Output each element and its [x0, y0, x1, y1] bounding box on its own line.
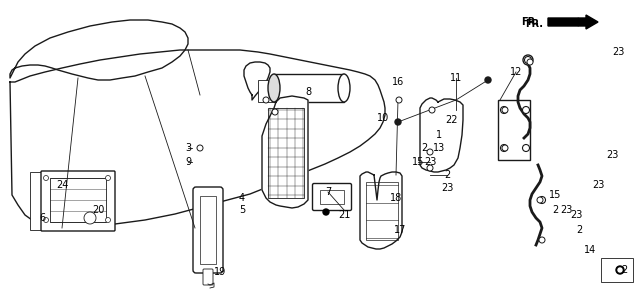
Text: 8: 8	[305, 87, 311, 97]
Text: 15: 15	[412, 157, 424, 167]
Text: 13: 13	[433, 143, 445, 153]
Text: 3: 3	[185, 143, 191, 153]
Circle shape	[395, 119, 401, 125]
Text: 15: 15	[549, 190, 561, 200]
Text: 16: 16	[392, 77, 404, 87]
Bar	[498, 100, 530, 160]
Ellipse shape	[338, 74, 350, 102]
Text: 23: 23	[612, 47, 624, 57]
Circle shape	[44, 218, 49, 223]
Text: 21: 21	[338, 210, 350, 220]
Circle shape	[618, 268, 622, 272]
Text: 14: 14	[584, 245, 596, 255]
Text: 1: 1	[436, 130, 442, 140]
FancyBboxPatch shape	[203, 269, 213, 285]
Text: 2: 2	[444, 170, 450, 180]
Circle shape	[537, 197, 543, 203]
Circle shape	[427, 149, 433, 155]
Circle shape	[427, 165, 433, 171]
Bar	[366, 182, 398, 240]
Circle shape	[500, 106, 508, 113]
Text: 24: 24	[56, 180, 68, 190]
Polygon shape	[10, 50, 385, 228]
Text: 9: 9	[185, 157, 191, 167]
Circle shape	[106, 176, 111, 181]
Text: 17: 17	[394, 225, 406, 235]
Circle shape	[323, 209, 329, 215]
Text: 23: 23	[441, 183, 453, 193]
Bar	[200, 196, 216, 264]
FancyBboxPatch shape	[193, 187, 223, 273]
Text: 12: 12	[510, 67, 522, 77]
Circle shape	[272, 109, 278, 115]
Circle shape	[197, 145, 203, 151]
Text: 2: 2	[576, 225, 582, 235]
Text: 23: 23	[424, 157, 436, 167]
Text: 4: 4	[239, 193, 245, 203]
Circle shape	[84, 212, 96, 224]
Text: FR.: FR.	[525, 19, 543, 29]
Bar	[50, 178, 106, 222]
Circle shape	[502, 107, 508, 113]
Bar	[30, 172, 42, 230]
Circle shape	[396, 97, 402, 103]
Bar	[601, 258, 633, 282]
Circle shape	[527, 59, 533, 65]
FancyBboxPatch shape	[41, 171, 115, 231]
Circle shape	[263, 97, 269, 103]
Circle shape	[485, 77, 491, 83]
Ellipse shape	[268, 74, 280, 102]
Circle shape	[500, 145, 508, 152]
Text: 23: 23	[606, 150, 618, 160]
Text: 2: 2	[552, 205, 558, 215]
Polygon shape	[262, 96, 308, 208]
Text: 11: 11	[450, 73, 462, 83]
Bar	[258, 80, 276, 102]
Circle shape	[525, 56, 531, 64]
Text: 6: 6	[39, 213, 45, 223]
Polygon shape	[360, 172, 402, 249]
Polygon shape	[10, 20, 188, 80]
Polygon shape	[244, 62, 270, 100]
Text: 23: 23	[560, 205, 572, 215]
Text: 5: 5	[239, 205, 245, 215]
Text: 23: 23	[570, 210, 582, 220]
Circle shape	[522, 145, 529, 152]
Text: 18: 18	[390, 193, 402, 203]
Circle shape	[616, 266, 624, 274]
Text: 2: 2	[621, 265, 627, 275]
Polygon shape	[420, 98, 463, 172]
Circle shape	[106, 218, 111, 223]
Circle shape	[539, 237, 545, 243]
Circle shape	[502, 145, 508, 151]
Circle shape	[522, 106, 529, 113]
Text: 7: 7	[325, 187, 331, 197]
Circle shape	[538, 196, 545, 203]
Text: FR.: FR.	[521, 17, 539, 27]
Bar	[268, 108, 304, 198]
FancyArrow shape	[548, 15, 598, 29]
Text: 2: 2	[421, 143, 427, 153]
FancyBboxPatch shape	[312, 184, 351, 211]
Circle shape	[523, 55, 533, 65]
Circle shape	[429, 107, 435, 113]
Bar	[320, 190, 344, 204]
Text: 19: 19	[214, 267, 226, 277]
Circle shape	[44, 176, 49, 181]
Text: 22: 22	[445, 115, 457, 125]
Text: 10: 10	[377, 113, 389, 123]
Text: 20: 20	[92, 205, 104, 215]
Text: 23: 23	[592, 180, 604, 190]
Bar	[274, 74, 344, 102]
